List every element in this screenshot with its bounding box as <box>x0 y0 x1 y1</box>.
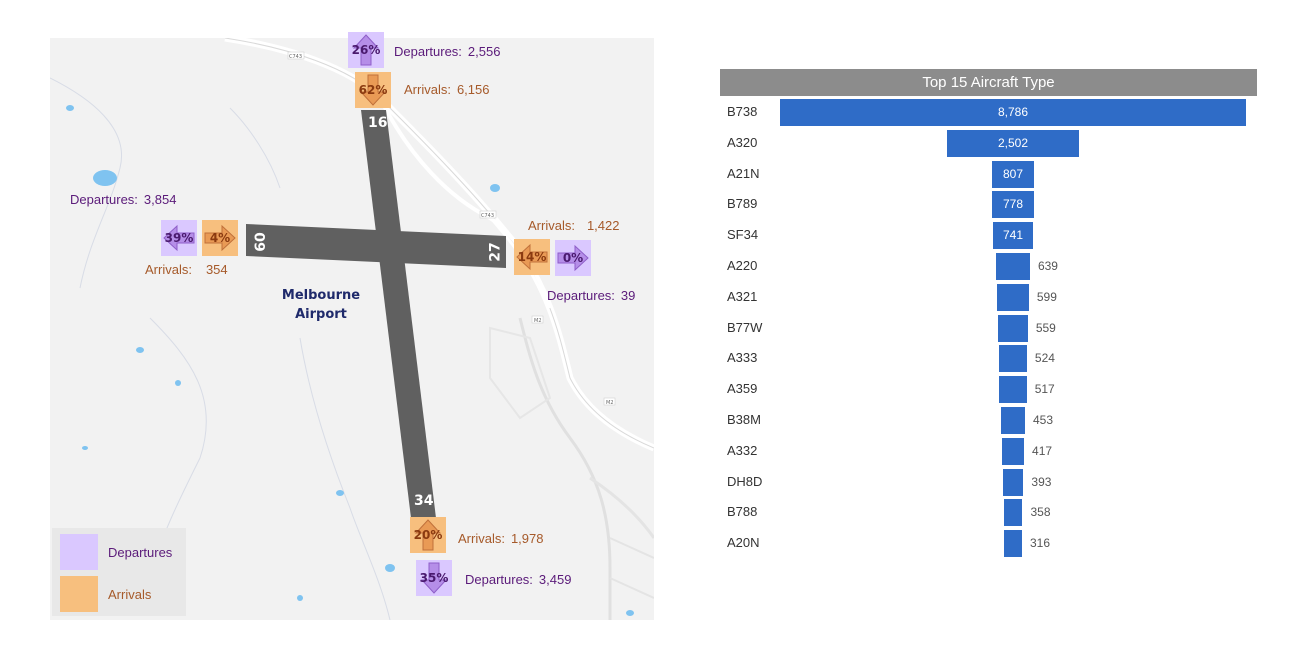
arrow-up-icon <box>414 519 442 551</box>
category-label: B38M <box>727 412 761 427</box>
category-label: SF34 <box>727 227 759 243</box>
category-label: B788 <box>727 504 758 520</box>
arrow-left-icon <box>163 224 195 252</box>
airport-name: Melbourne Airport <box>278 286 364 324</box>
value-label: 778 <box>1002 197 1023 212</box>
value-label: 599 <box>1036 289 1057 304</box>
south-arrivals-label: Arrivals: 1,978 <box>458 531 544 546</box>
road-label: C743 <box>481 213 494 219</box>
north-arrivals-label: Arrivals: 6,156 <box>404 82 490 97</box>
arrow-right-icon <box>204 224 236 252</box>
legend-item-departures: Departures <box>60 534 172 570</box>
west-arrivals-box: 4% <box>202 220 238 256</box>
runway-number-16: 16 <box>368 115 388 131</box>
east-departures-pct: 0% <box>562 251 584 265</box>
category-label: B789 <box>727 196 758 212</box>
west-arrivals-pct: 4% <box>209 231 231 245</box>
bar[interactable] <box>999 345 1027 373</box>
value-label: 393 <box>1031 474 1052 489</box>
bar[interactable] <box>946 129 1080 157</box>
category-label: A220 <box>727 258 758 273</box>
bar[interactable] <box>998 314 1028 342</box>
legend-swatch-arrivals <box>60 576 98 612</box>
west-arrivals-label: Arrivals: 354 <box>145 262 228 277</box>
arrow-up-icon <box>352 34 380 66</box>
south-departures-pct: 35% <box>419 571 449 585</box>
bar[interactable] <box>1000 407 1025 434</box>
value-label: 316 <box>1030 536 1051 551</box>
airport-name-line2: Airport <box>295 307 347 322</box>
north-arrivals-box: 62% <box>355 72 391 108</box>
south-arrivals-box: 20% <box>410 517 446 553</box>
west-departures-pct: 39% <box>164 231 194 245</box>
runway-number-27: 27 <box>487 242 504 262</box>
value-label: 741 <box>1002 228 1023 243</box>
arrow-down-icon <box>420 562 448 594</box>
category-label: A20N <box>727 535 760 551</box>
runway-map: C743 C743 M2 M2 16 34 09 27 Melbourne Ai… <box>50 38 654 620</box>
value-label: 8,786 <box>997 105 1029 119</box>
bar[interactable] <box>999 376 1027 404</box>
category-label: B738 <box>727 104 758 119</box>
bar[interactable] <box>997 283 1029 311</box>
bar[interactable] <box>1001 437 1025 465</box>
value-label: 358 <box>1030 505 1051 520</box>
category-label: A21N <box>727 165 760 181</box>
south-departures-box: 35% <box>416 560 452 596</box>
bar[interactable] <box>780 99 1246 126</box>
category-label: DH8D <box>727 473 763 489</box>
east-arrivals-box: 14% <box>514 239 550 275</box>
west-departures-label: Departures: 3,854 <box>70 192 177 207</box>
bar[interactable] <box>1002 468 1024 496</box>
bar[interactable] <box>992 191 1034 219</box>
runway-number-09: 09 <box>250 232 267 252</box>
north-arrivals-pct: 62% <box>358 83 388 97</box>
road-label: M2 <box>534 318 542 324</box>
north-departures-label: Departures: 2,556 <box>394 44 501 59</box>
value-label: 417 <box>1032 443 1053 458</box>
east-arrivals-label: Arrivals: 1,422 <box>528 218 620 233</box>
bar[interactable] <box>1004 530 1022 558</box>
category-label: A321 <box>727 288 758 304</box>
road-label: M2 <box>606 400 614 406</box>
value-label: 559 <box>1035 320 1056 335</box>
east-arrivals-pct: 14% <box>517 250 547 264</box>
aircraft-type-chart: B738 8,786 A320 2,502 A21N 807 B789 778 SF34 741 A… <box>720 98 1280 568</box>
legend: Departures Arrivals <box>52 528 186 616</box>
arrow-down-icon <box>359 74 387 106</box>
value-label: 807 <box>1002 166 1023 181</box>
arrow-right-icon <box>557 244 589 272</box>
value-label: 2,502 <box>997 135 1028 150</box>
west-departures-box: 39% <box>161 220 197 256</box>
legend-swatch-departures <box>60 534 98 570</box>
south-arrivals-pct: 20% <box>413 528 443 542</box>
category-label: A320 <box>727 134 758 150</box>
airport-name-line1: Melbourne <box>281 288 361 303</box>
bar[interactable] <box>996 253 1030 280</box>
value-label: 517 <box>1034 382 1055 397</box>
category-label: A333 <box>727 350 758 366</box>
category-label: A332 <box>727 442 758 458</box>
road-label: C743 <box>289 54 302 60</box>
north-departures-box: 26% <box>348 32 384 68</box>
arrow-left-icon <box>516 243 548 271</box>
value-label: 453 <box>1033 413 1054 427</box>
north-departures-pct: 26% <box>351 43 381 57</box>
category-label: B77W <box>727 319 763 335</box>
value-label: 639 <box>1037 259 1058 273</box>
east-departures-box: 0% <box>555 240 591 276</box>
runway-number-34: 34 <box>414 493 434 509</box>
bar[interactable] <box>993 222 1033 250</box>
south-departures-label: Departures: 3,459 <box>465 572 572 587</box>
legend-label-departures: Departures <box>108 544 173 560</box>
value-label: 524 <box>1034 351 1055 366</box>
bar[interactable] <box>1003 499 1023 527</box>
legend-item-arrivals: Arrivals <box>60 576 151 612</box>
legend-label-arrivals: Arrivals <box>108 586 152 602</box>
east-departures-label: Departures: 39 <box>547 288 636 303</box>
bar[interactable] <box>991 160 1035 188</box>
category-label: A359 <box>727 381 758 397</box>
chart-title: Top 15 Aircraft Type <box>720 69 1257 96</box>
